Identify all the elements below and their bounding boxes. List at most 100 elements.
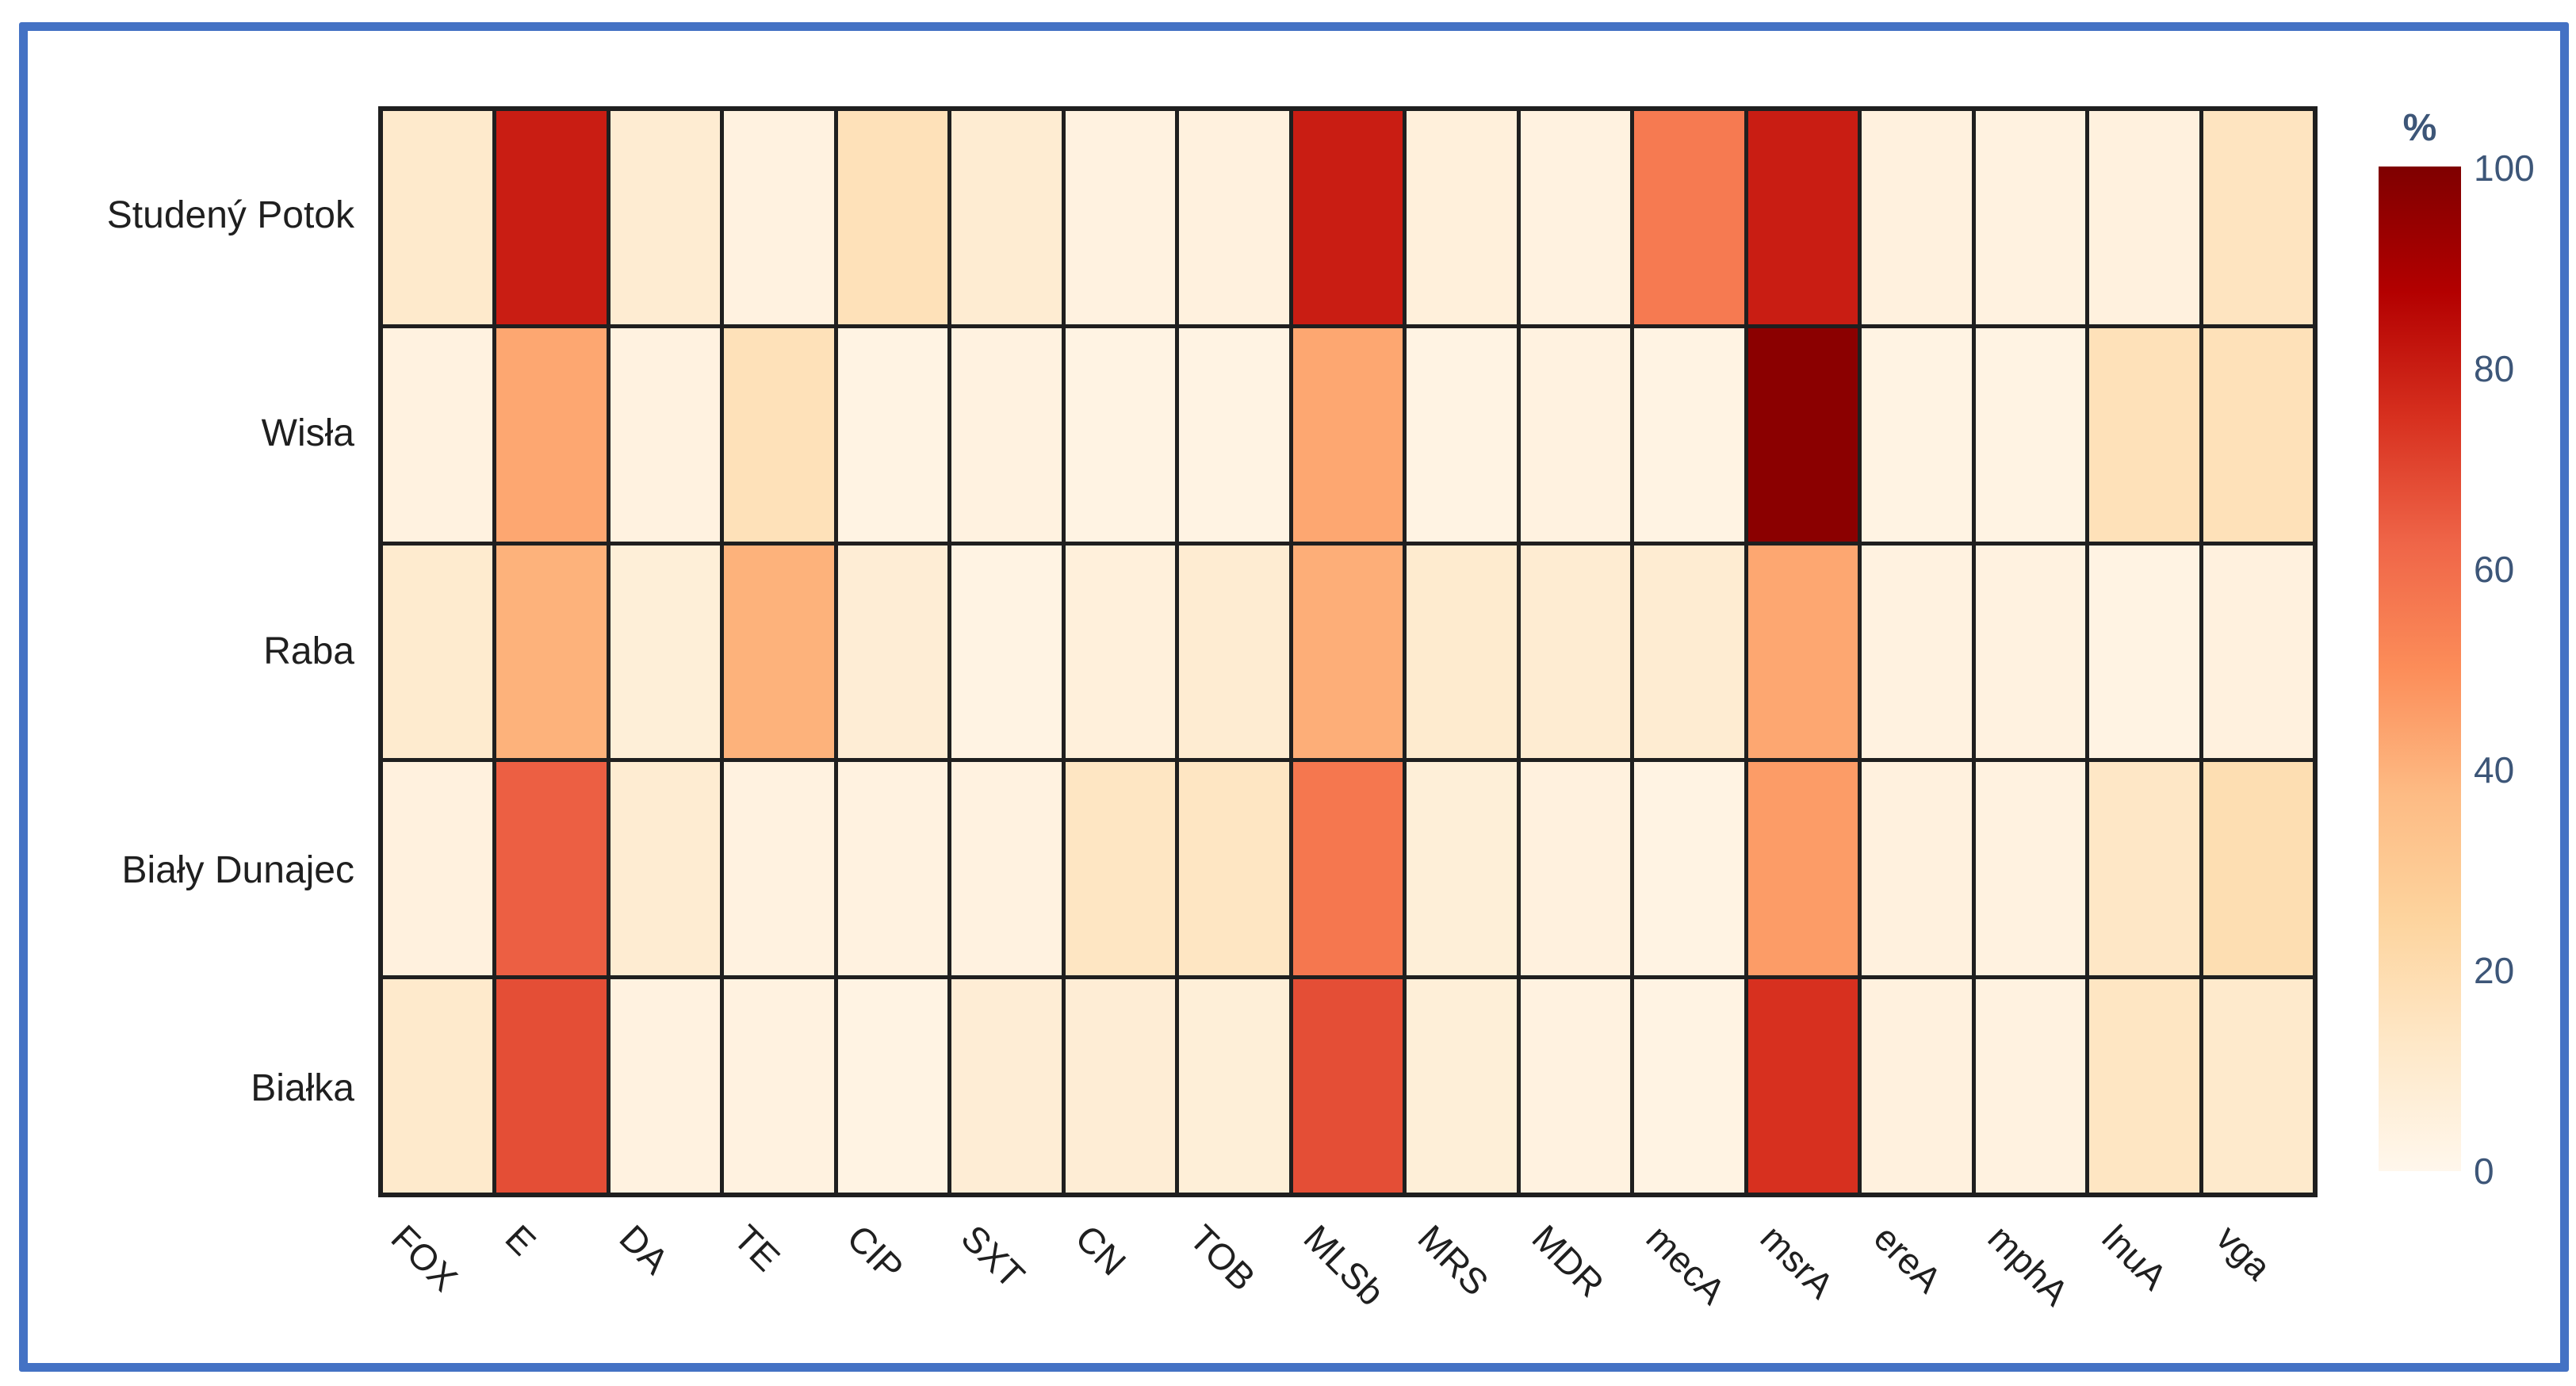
heatmap-cell[interactable] <box>837 979 948 1193</box>
heatmap-cell[interactable] <box>1407 979 1517 1193</box>
heatmap-cell[interactable] <box>1747 545 1858 759</box>
heatmap-cell[interactable] <box>1065 545 1176 759</box>
heatmap-cell[interactable] <box>1179 111 1289 324</box>
heatmap-cell[interactable] <box>1747 111 1858 324</box>
heatmap-cell[interactable] <box>383 979 493 1193</box>
heatmap-cell[interactable] <box>496 111 607 324</box>
heatmap-cell[interactable] <box>724 111 834 324</box>
heatmap-cell[interactable] <box>951 762 1062 976</box>
heatmap-cell[interactable] <box>1179 979 1289 1193</box>
heatmap-cell[interactable] <box>1862 979 1972 1193</box>
colorbar-tick-label: 0 <box>2474 1151 2494 1192</box>
heatmap-cell[interactable] <box>1407 545 1517 759</box>
colorbar-tick-label: 100 <box>2474 147 2535 189</box>
heatmap-cell[interactable] <box>724 545 834 759</box>
heatmap-cell[interactable] <box>610 327 721 542</box>
row-label: Raba <box>263 630 354 673</box>
heatmap-cell[interactable] <box>1520 111 1631 324</box>
heatmap-cell[interactable] <box>1520 762 1631 976</box>
heatmap-cell[interactable] <box>1975 111 2086 324</box>
heatmap-cell[interactable] <box>383 545 493 759</box>
heatmap-cell[interactable] <box>1520 979 1631 1193</box>
heatmap-cell[interactable] <box>1975 979 2086 1193</box>
heatmap-cell[interactable] <box>383 762 493 976</box>
heatmap-cell[interactable] <box>837 327 948 542</box>
heatmap-cell[interactable] <box>1520 327 1631 542</box>
heatmap-cell[interactable] <box>496 327 607 542</box>
heatmap-cell[interactable] <box>1862 327 1972 542</box>
heatmap-cell[interactable] <box>724 327 834 542</box>
heatmap-cell[interactable] <box>837 111 948 324</box>
heatmap-cell[interactable] <box>1634 979 1744 1193</box>
heatmap-cell[interactable] <box>1634 327 1744 542</box>
colorbar-tick-label: 80 <box>2474 348 2515 389</box>
heatmap-cell[interactable] <box>1065 111 1176 324</box>
heatmap-cell[interactable] <box>610 979 721 1193</box>
heatmap-cell[interactable] <box>496 545 607 759</box>
heatmap-cell[interactable] <box>1065 327 1176 542</box>
heatmap-cell[interactable] <box>1862 545 1972 759</box>
heatmap-cell[interactable] <box>496 979 607 1193</box>
heatmap-cell[interactable] <box>1862 111 1972 324</box>
heatmap-cell[interactable] <box>610 762 721 976</box>
heatmap-cell[interactable] <box>1179 327 1289 542</box>
heatmap-cell[interactable] <box>2203 327 2313 542</box>
heatmap-cell[interactable] <box>1292 545 1403 759</box>
heatmap-cell[interactable] <box>951 979 1062 1193</box>
heatmap-cell[interactable] <box>951 327 1062 542</box>
heatmap-cell[interactable] <box>1975 762 2086 976</box>
heatmap-cell[interactable] <box>1292 111 1403 324</box>
heatmap-cell[interactable] <box>1407 111 1517 324</box>
heatmap-cell[interactable] <box>951 545 1062 759</box>
colorbar-title: % <box>2402 107 2437 149</box>
heatmap-cell[interactable] <box>2089 762 2199 976</box>
row-label: Białka <box>251 1066 354 1109</box>
heatmap-cell[interactable] <box>1065 979 1176 1193</box>
heatmap-cell[interactable] <box>2203 762 2313 976</box>
heatmap-cell[interactable] <box>1065 762 1176 976</box>
colorbar-gradient <box>2379 167 2461 1171</box>
heatmap-grid <box>378 106 2318 1197</box>
heatmap-cell[interactable] <box>1975 545 2086 759</box>
heatmap-cell[interactable] <box>1634 762 1744 976</box>
colorbar-tick-label: 40 <box>2474 749 2515 791</box>
heatmap-cell[interactable] <box>1179 762 1289 976</box>
heatmap-cell[interactable] <box>2203 979 2313 1193</box>
heatmap-cell[interactable] <box>2089 545 2199 759</box>
heatmap-cell[interactable] <box>610 111 721 324</box>
heatmap-cell[interactable] <box>1634 111 1744 324</box>
heatmap-cell[interactable] <box>1292 979 1403 1193</box>
heatmap-cell[interactable] <box>2089 111 2199 324</box>
row-label: Biały Dunajec <box>121 848 354 891</box>
heatmap-cell[interactable] <box>1747 327 1858 542</box>
heatmap-cell[interactable] <box>1292 327 1403 542</box>
heatmap-cell[interactable] <box>1407 327 1517 542</box>
heatmap-cell[interactable] <box>1179 545 1289 759</box>
heatmap-cell[interactable] <box>724 979 834 1193</box>
heatmap-cell[interactable] <box>610 545 721 759</box>
heatmap-cell[interactable] <box>837 762 948 976</box>
heatmap-cell[interactable] <box>1292 762 1403 976</box>
heatmap-cell[interactable] <box>383 327 493 542</box>
colorbar-tick-label: 20 <box>2474 950 2515 991</box>
heatmap-cell[interactable] <box>1747 979 1858 1193</box>
heatmap-cell[interactable] <box>1975 327 2086 542</box>
heatmap-cell[interactable] <box>2203 545 2313 759</box>
heatmap-cell[interactable] <box>1407 762 1517 976</box>
heatmap-cell[interactable] <box>1747 762 1858 976</box>
heatmap-cell[interactable] <box>1862 762 1972 976</box>
heatmap-cell[interactable] <box>496 762 607 976</box>
heatmap-cell[interactable] <box>2203 111 2313 324</box>
heatmap-cell[interactable] <box>2089 979 2199 1193</box>
heatmap-cell[interactable] <box>1634 545 1744 759</box>
heatmap-cell[interactable] <box>837 545 948 759</box>
colorbar-tick-label: 60 <box>2474 549 2515 590</box>
figure-border <box>19 22 2569 1372</box>
heatmap-cell[interactable] <box>951 111 1062 324</box>
heatmap-cell[interactable] <box>383 111 493 324</box>
row-label: Studený Potok <box>106 194 354 237</box>
heatmap-cell[interactable] <box>2089 327 2199 542</box>
heatmap-cell[interactable] <box>1520 545 1631 759</box>
heatmap-cell[interactable] <box>724 762 834 976</box>
